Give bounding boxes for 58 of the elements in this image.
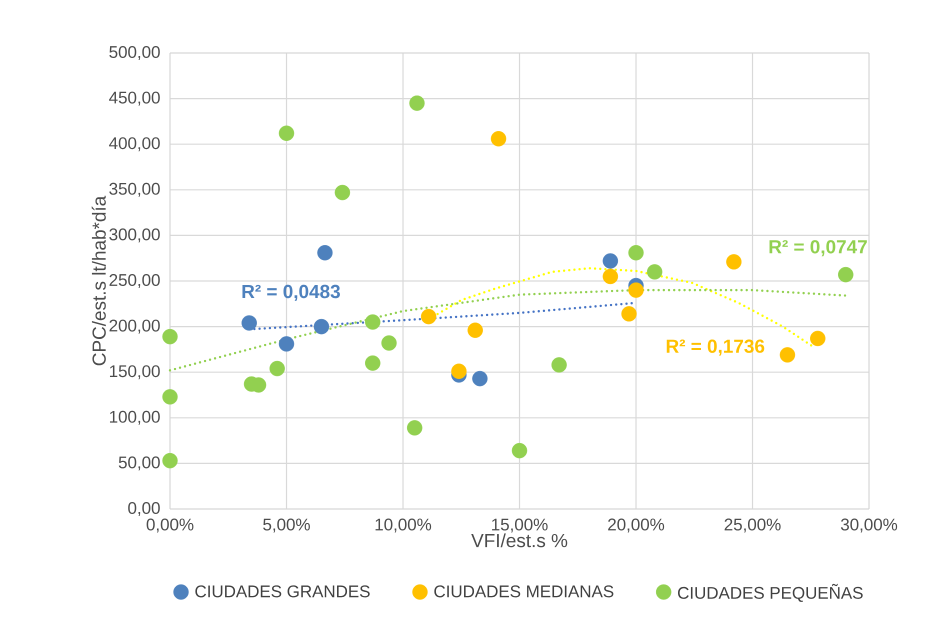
point	[162, 328, 178, 344]
point	[490, 131, 506, 146]
y-tick-label: 300,00	[109, 228, 160, 242]
point	[472, 370, 488, 386]
point	[780, 347, 796, 363]
point	[420, 308, 436, 324]
y-tick-label: 0,00	[128, 502, 160, 516]
point	[406, 420, 422, 436]
point	[278, 126, 294, 141]
legend-label: CIUDADES MEDIANAS	[434, 585, 614, 598]
y-tick-label: 250,00	[110, 274, 160, 288]
point	[628, 282, 644, 298]
annotation: R² = 0,0747	[770, 240, 867, 256]
y-tick-label: 400,00	[109, 137, 160, 152]
x-tick-label: 10,00%	[376, 518, 432, 533]
x-tick-label: 5,00%	[263, 518, 310, 533]
point	[646, 264, 662, 280]
point	[278, 336, 294, 352]
point	[409, 95, 425, 111]
legend-label: CIUDADES GRANDES	[195, 585, 370, 598]
x-tick-label: 0,00%	[146, 518, 194, 533]
point	[365, 355, 380, 371]
point	[451, 364, 467, 379]
point	[551, 357, 567, 373]
point	[381, 335, 397, 351]
point	[242, 315, 257, 331]
y-axis-title: CPC/est.s lt/hab*día	[92, 196, 106, 366]
y-tick-label: 500,00	[109, 46, 160, 60]
x-tick-label: 25,00%	[724, 518, 781, 533]
point	[317, 245, 333, 260]
point	[810, 330, 826, 346]
point	[269, 360, 285, 376]
point	[602, 253, 618, 269]
y-tick-label: 50,00	[118, 456, 160, 470]
x-axis-title: VFI/est.s %	[471, 533, 568, 548]
x-tick-label: 30,00%	[840, 518, 898, 533]
point	[334, 184, 350, 200]
annotation: R² = 0,0483	[242, 284, 340, 301]
y-tick-label: 100,00	[110, 410, 160, 425]
point	[512, 442, 528, 458]
point	[726, 254, 742, 270]
y-tick-label: 200,00	[110, 320, 160, 334]
point	[621, 306, 637, 322]
point	[628, 245, 644, 260]
point	[314, 318, 330, 334]
point	[162, 452, 178, 468]
x-tick-label: 20,00%	[608, 518, 664, 533]
point	[602, 268, 618, 284]
point	[468, 322, 483, 338]
y-tick-label: 450,00	[109, 92, 160, 106]
point	[162, 389, 178, 405]
point	[838, 266, 854, 282]
annotation: R² = 0,1736	[666, 340, 764, 356]
legend-label: CIUDADES PEQUEÑAS	[678, 584, 863, 602]
x-tick-label: 15,00%	[492, 518, 548, 533]
point	[365, 314, 380, 330]
y-tick-label: 150,00	[110, 365, 160, 380]
y-tick-label: 350,00	[109, 182, 160, 197]
